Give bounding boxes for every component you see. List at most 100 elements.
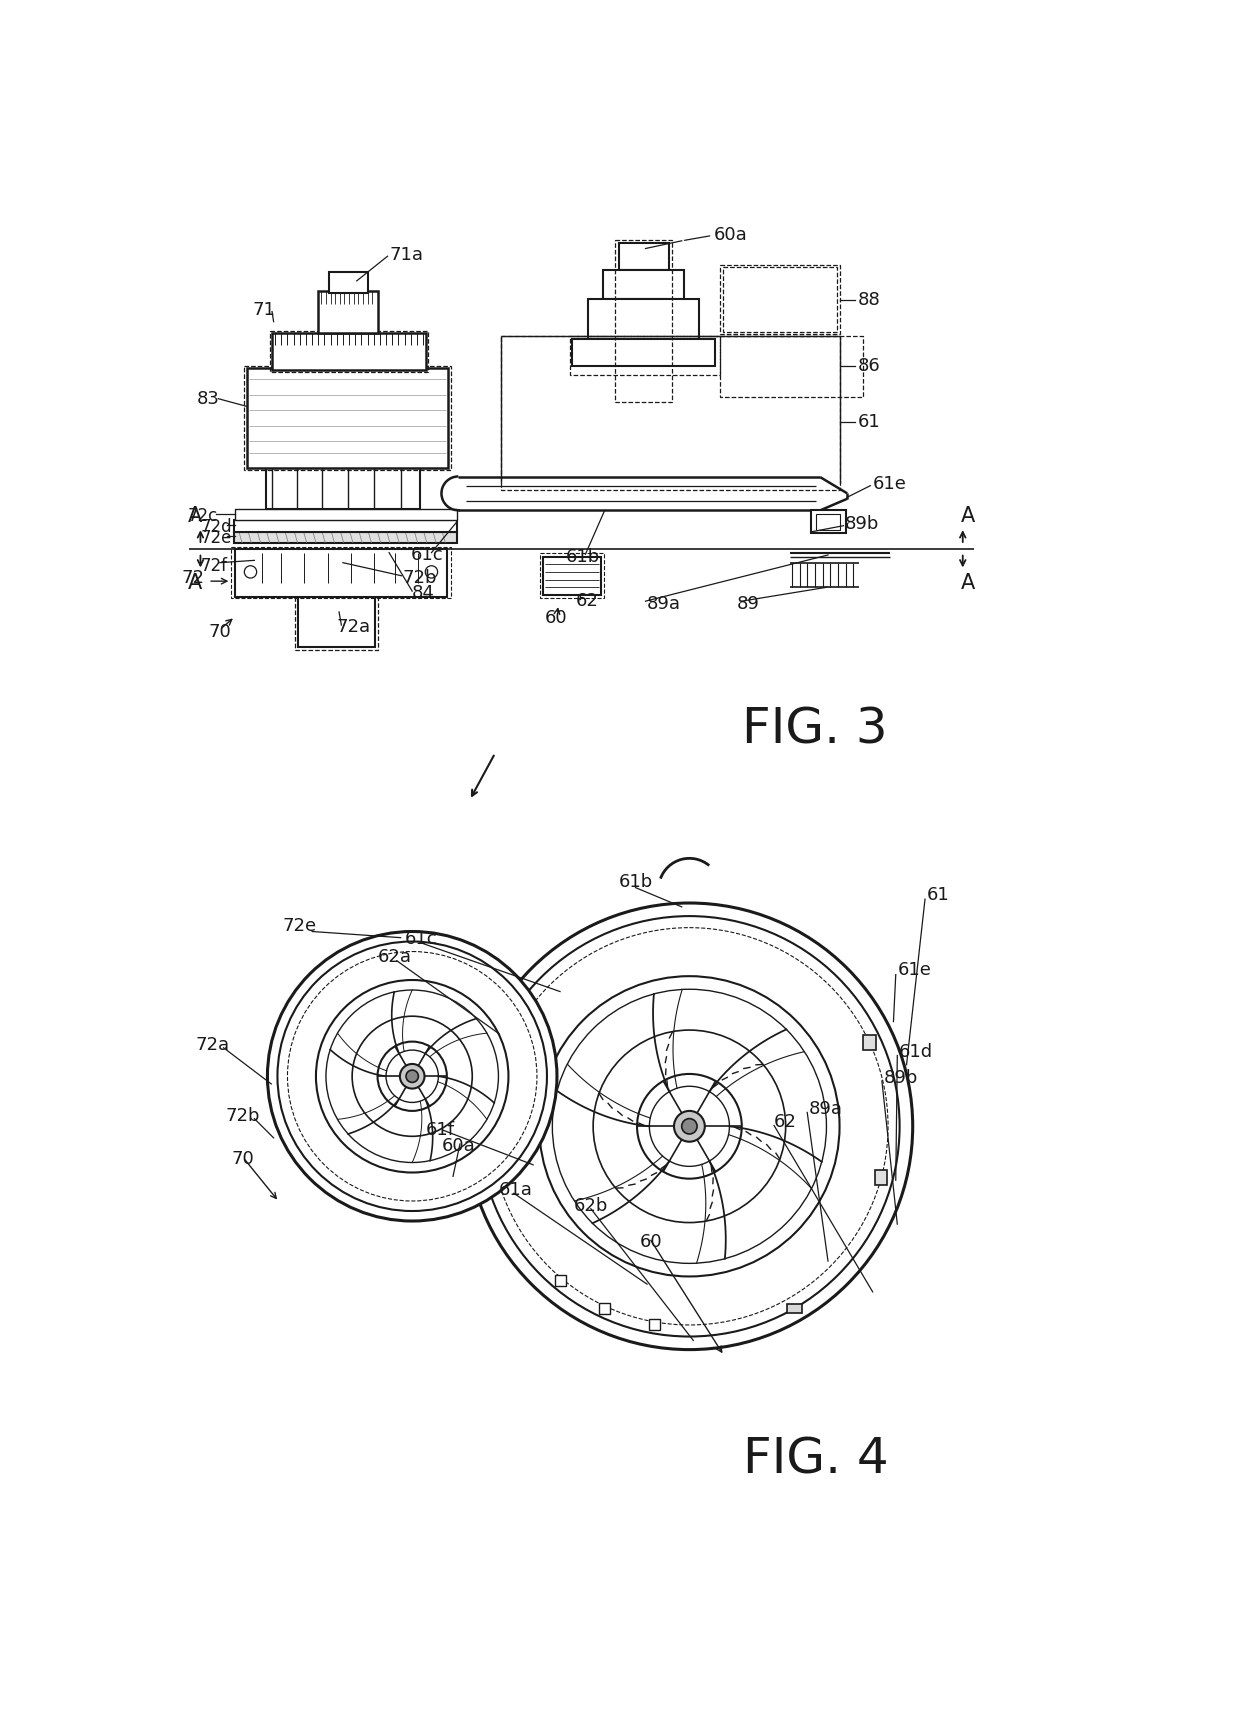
Circle shape: [386, 1050, 439, 1103]
Text: 89a: 89a: [808, 1100, 843, 1118]
Bar: [573, 340, 714, 366]
Circle shape: [316, 979, 508, 1172]
Text: 61f: 61f: [427, 1122, 455, 1139]
Text: 61c: 61c: [404, 929, 438, 948]
Bar: [619, 244, 668, 270]
Text: 89: 89: [737, 594, 760, 613]
Circle shape: [637, 1074, 742, 1179]
Text: 72c: 72c: [187, 507, 217, 526]
Text: 70: 70: [208, 624, 231, 641]
Text: 72a: 72a: [337, 618, 371, 636]
Circle shape: [539, 976, 839, 1276]
Text: 60: 60: [544, 610, 567, 627]
Circle shape: [405, 1070, 418, 1082]
Text: 61b: 61b: [619, 873, 652, 892]
Text: 60: 60: [640, 1234, 662, 1251]
Bar: [875, 1170, 888, 1185]
Bar: [270, 332, 428, 373]
Bar: [244, 366, 450, 471]
Text: FIG. 3: FIG. 3: [742, 706, 888, 754]
Text: 62: 62: [774, 1113, 797, 1132]
Text: 61: 61: [857, 412, 880, 431]
Bar: [816, 514, 839, 529]
Bar: [603, 270, 684, 299]
Circle shape: [491, 928, 888, 1325]
Text: 62: 62: [575, 593, 599, 610]
Circle shape: [479, 916, 899, 1337]
Text: 70: 70: [231, 1151, 254, 1168]
Circle shape: [278, 941, 547, 1211]
Text: 62b: 62b: [574, 1197, 609, 1215]
Text: 72e: 72e: [283, 917, 317, 935]
Circle shape: [268, 931, 557, 1221]
Text: 71: 71: [252, 301, 275, 320]
Bar: [723, 266, 837, 332]
Bar: [295, 593, 378, 649]
Bar: [811, 510, 846, 533]
Circle shape: [326, 990, 498, 1163]
Text: 61: 61: [926, 886, 950, 904]
Bar: [720, 265, 839, 333]
Text: 89b: 89b: [883, 1069, 918, 1087]
Text: A: A: [188, 574, 202, 593]
Bar: [599, 1302, 610, 1314]
Text: 61d: 61d: [899, 1043, 932, 1060]
Text: 60a: 60a: [714, 225, 748, 244]
Bar: [231, 548, 450, 598]
Text: FIG. 4: FIG. 4: [743, 1436, 889, 1484]
Circle shape: [399, 1063, 424, 1089]
Bar: [233, 533, 456, 543]
Text: 72e: 72e: [201, 529, 232, 546]
Bar: [501, 335, 839, 490]
Bar: [787, 1304, 802, 1313]
Bar: [649, 1319, 660, 1330]
Circle shape: [466, 904, 913, 1350]
Text: 72b: 72b: [403, 569, 438, 588]
Text: 61a: 61a: [498, 1182, 532, 1199]
Bar: [541, 553, 604, 598]
Text: 72: 72: [181, 569, 205, 588]
Text: A: A: [188, 507, 202, 526]
Circle shape: [552, 990, 826, 1263]
Bar: [247, 368, 449, 467]
Circle shape: [352, 1017, 472, 1136]
Text: 72a: 72a: [195, 1036, 229, 1055]
Circle shape: [675, 1112, 704, 1142]
Bar: [615, 241, 672, 402]
Circle shape: [650, 1086, 729, 1167]
Text: 61b: 61b: [567, 548, 600, 565]
Circle shape: [288, 952, 537, 1201]
Bar: [543, 557, 601, 594]
Text: 89b: 89b: [844, 515, 879, 533]
Text: A: A: [961, 574, 976, 593]
Text: 72d: 72d: [201, 519, 232, 536]
Text: 72f: 72f: [201, 557, 227, 576]
Bar: [570, 337, 720, 375]
Bar: [863, 1034, 875, 1050]
Text: 83: 83: [197, 390, 219, 407]
Bar: [272, 333, 427, 369]
Bar: [319, 290, 378, 333]
Text: 71a: 71a: [389, 246, 423, 263]
Text: 88: 88: [857, 290, 880, 309]
Text: 89a: 89a: [647, 594, 681, 613]
Bar: [236, 548, 446, 596]
Text: A: A: [961, 507, 976, 526]
Bar: [236, 509, 456, 519]
Bar: [329, 271, 367, 294]
Text: 61e: 61e: [898, 960, 931, 979]
Bar: [299, 596, 376, 646]
Bar: [554, 1275, 565, 1285]
Text: 61c: 61c: [410, 546, 443, 564]
Text: 84: 84: [412, 584, 435, 603]
Bar: [233, 519, 456, 533]
Circle shape: [425, 565, 438, 577]
Text: 86: 86: [857, 357, 880, 375]
Text: 60a: 60a: [441, 1137, 475, 1154]
Bar: [588, 299, 699, 340]
Text: 61e: 61e: [873, 476, 906, 493]
Circle shape: [244, 565, 257, 577]
Text: 72b: 72b: [226, 1108, 260, 1125]
Circle shape: [682, 1118, 697, 1134]
Circle shape: [377, 1041, 446, 1112]
